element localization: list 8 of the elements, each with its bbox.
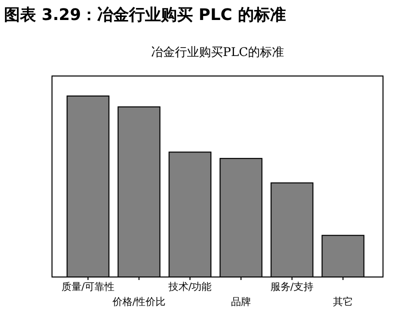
chart-title: 图表 3.29：冶金行业购买 PLC 的标准 bbox=[4, 5, 286, 24]
x-tick-label: 其它 bbox=[332, 296, 353, 308]
x-tick-label: 服务/支持 bbox=[270, 281, 314, 293]
x-tick-label: 质量/可靠性 bbox=[61, 281, 115, 293]
x-tick-label: 品牌 bbox=[231, 296, 251, 308]
x-tick-label: 技术/功能 bbox=[167, 281, 212, 293]
chart-subtitle: 冶金行业购买PLC的标准 bbox=[150, 45, 284, 59]
x-tick-label: 价格/性价比 bbox=[111, 296, 166, 308]
